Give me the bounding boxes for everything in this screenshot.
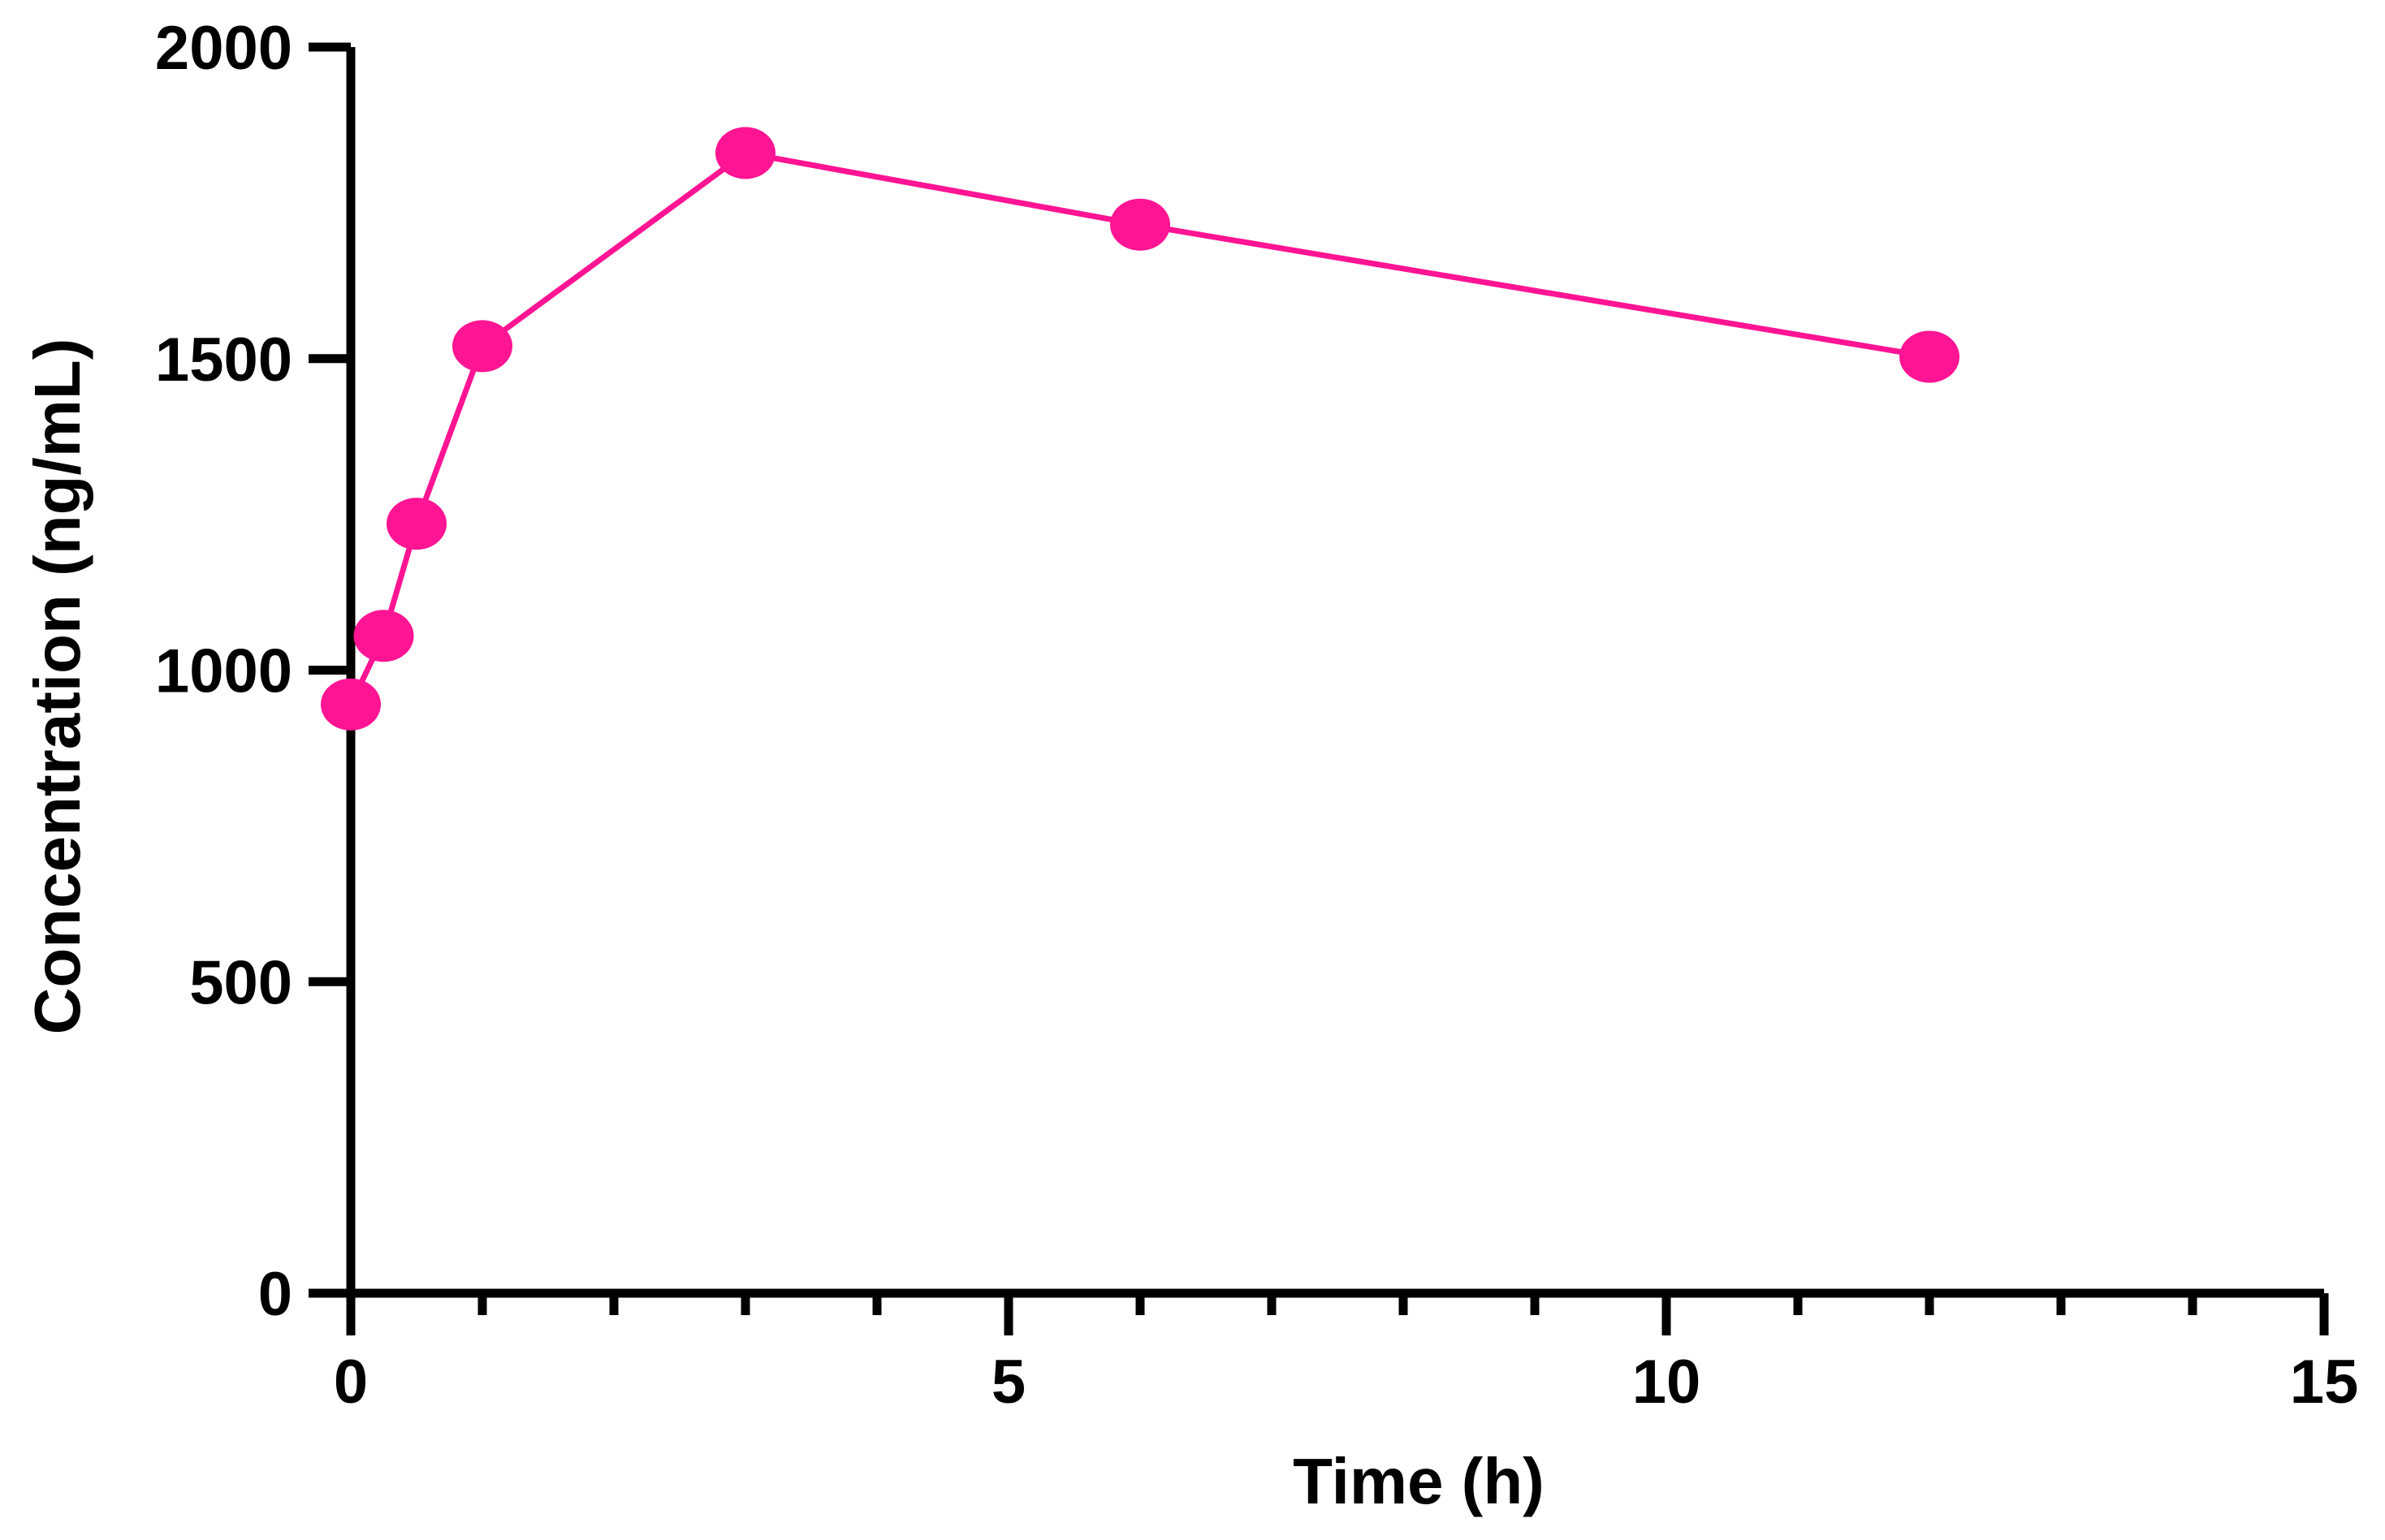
x-tick-label: 5 [992,1348,1026,1417]
y-tick-label: 2000 [155,14,292,83]
data-point [353,610,414,662]
x-tick-label: 10 [1632,1348,1701,1417]
y-tick-label: 0 [258,1260,292,1329]
data-point [715,127,776,179]
data-point [1110,198,1170,251]
y-tick-label: 1000 [155,637,292,706]
y-axis-title: Concentration (ng/mL) [21,339,93,1035]
data-point [452,320,512,373]
y-axis-ticks: 0 500 1000 1500 2000 [155,14,351,1329]
x-axis-title: Time (h) [1293,1445,1545,1517]
data-point [1899,330,1959,383]
data-point [321,678,381,731]
y-tick-label: 500 [189,948,292,1017]
x-axis-ticks: 0 5 10 15 [334,1293,2358,1417]
x-tick-label: 0 [334,1348,368,1417]
y-tick-label: 1500 [155,326,292,395]
data-point [387,498,447,550]
x-tick-label: 15 [2290,1348,2359,1417]
series-layer [321,127,1959,731]
